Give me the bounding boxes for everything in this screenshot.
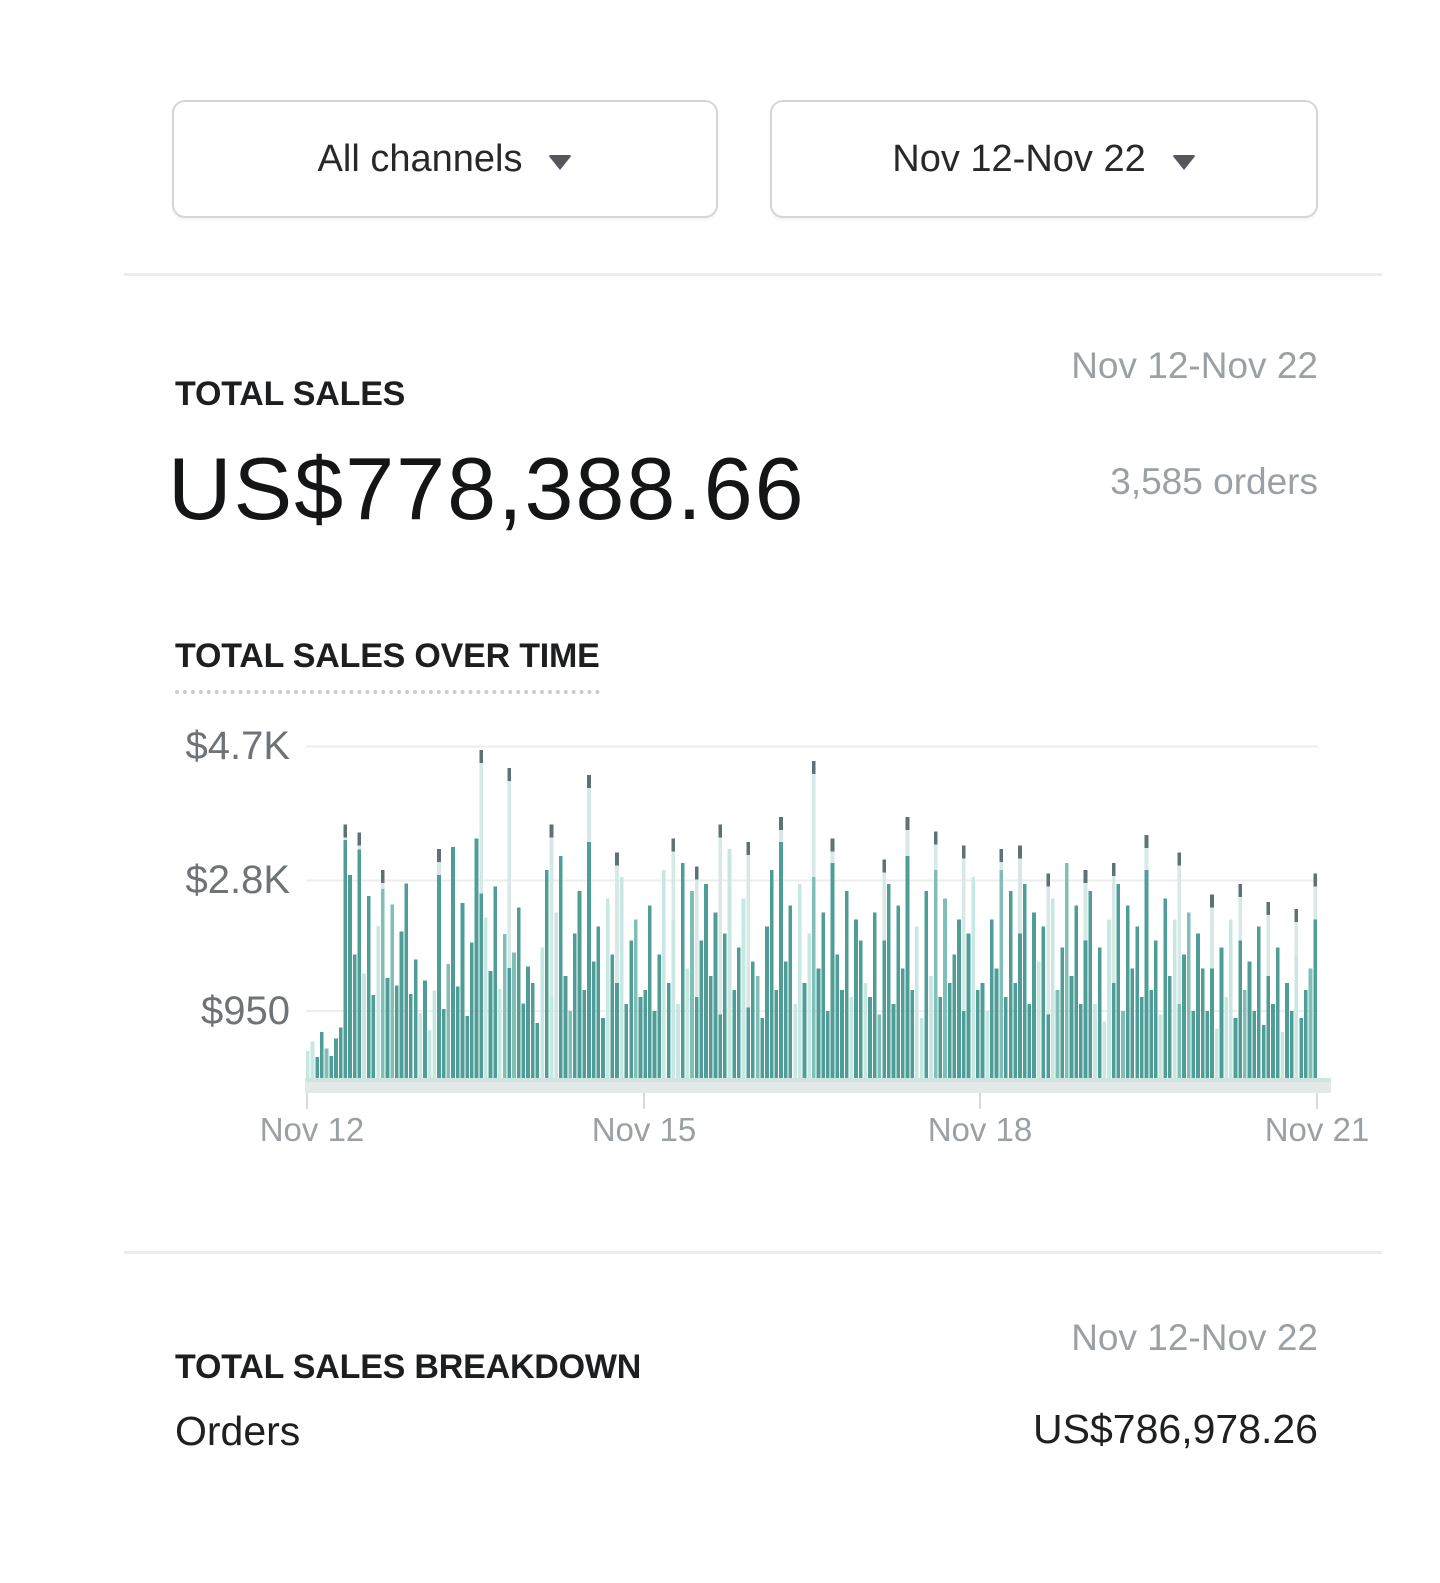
total-sales-date-range: Nov 12-Nov 22 — [1071, 345, 1318, 386]
x-axis-tick — [306, 1093, 308, 1109]
section-divider — [124, 1251, 1382, 1254]
total-sales-order-count: 3,585 orders — [1110, 461, 1318, 502]
x-axis-tick-label: Nov 12 — [259, 1111, 365, 1148]
sales-bar-chart[interactable] — [306, 715, 1318, 1078]
breakdown-row-value: US$786,978.26 — [1033, 1406, 1318, 1452]
chart-baseline — [305, 1082, 1331, 1093]
chart-baseline-accent — [305, 1078, 1331, 1082]
total-sales-title: TOTAL SALES — [175, 375, 406, 414]
y-axis-tick-label: $2.8K — [185, 858, 290, 902]
y-axis-tick-label: $950 — [201, 989, 290, 1033]
y-axis-tick-label: $4.7K — [185, 724, 290, 768]
x-axis-tick-label: Nov 21 — [1264, 1111, 1370, 1148]
x-axis-tick-label: Nov 18 — [927, 1111, 1033, 1148]
x-axis-tick — [1316, 1093, 1318, 1109]
date-range-filter-button[interactable]: Nov 12-Nov 22 — [770, 100, 1318, 218]
x-axis-tick — [979, 1093, 981, 1109]
section-divider — [124, 273, 1382, 276]
x-axis-tick — [643, 1093, 645, 1109]
breakdown-row-label: Orders — [175, 1408, 301, 1454]
date-range-filter-label: Nov 12-Nov 22 — [892, 137, 1146, 180]
chevron-down-icon — [1171, 154, 1196, 170]
chevron-down-icon — [548, 154, 573, 170]
channel-filter-label: All channels — [317, 137, 523, 180]
x-axis-tick-label: Nov 15 — [591, 1111, 697, 1148]
chart-title: TOTAL SALES OVER TIME — [175, 637, 600, 695]
channel-filter-button[interactable]: All channels — [172, 100, 718, 218]
total-sales-amount: US$778,388.66 — [168, 439, 806, 538]
breakdown-date-range: Nov 12-Nov 22 — [1071, 1317, 1318, 1358]
breakdown-title: TOTAL SALES BREAKDOWN — [175, 1348, 642, 1387]
